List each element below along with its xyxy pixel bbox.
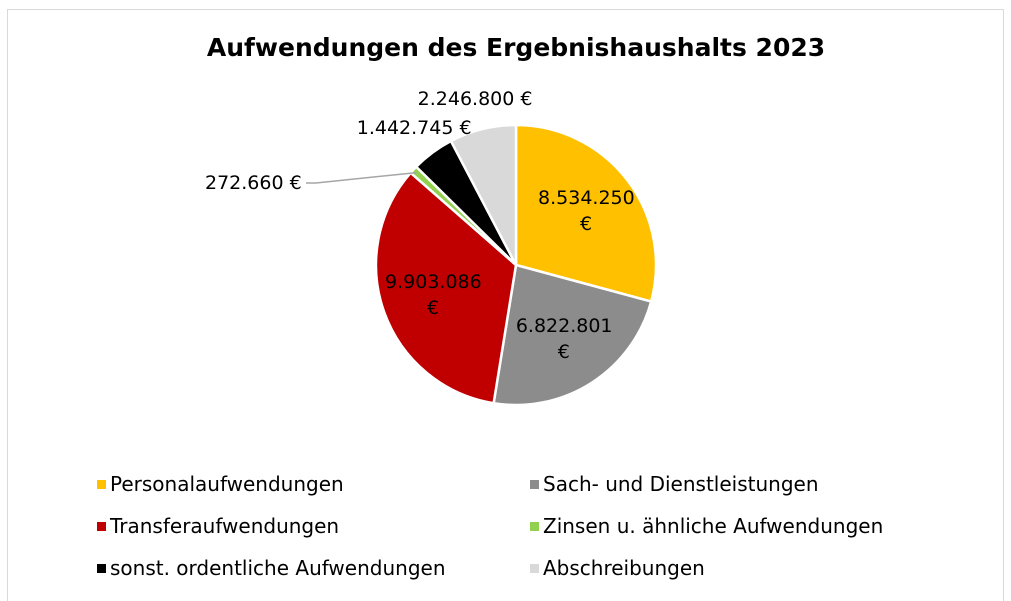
pie-slice <box>374 171 518 405</box>
legend-swatch <box>97 480 106 489</box>
legend-label: Sach- und Dienstleistungen <box>543 472 819 496</box>
chart-title: Aufwendungen des Ergebnishaushalts 2023 <box>207 33 825 62</box>
legend-label: Personalaufwendungen <box>110 472 344 496</box>
legend-swatch <box>530 480 539 489</box>
data-label: 272.660 € <box>205 172 302 194</box>
legend-label: sonst. ordentliche Aufwendungen <box>110 556 446 580</box>
legend-swatch <box>530 522 539 531</box>
legend-label: Transferaufwendungen <box>110 514 340 538</box>
legend-label: Abschreibungen <box>543 556 705 580</box>
legend-swatch <box>530 564 539 573</box>
data-label: 1.442.745 € <box>356 116 472 139</box>
data-label: 9.903.086 € <box>385 270 482 319</box>
data-label: 6.822.801 € <box>515 315 613 364</box>
chart-frame <box>7 9 1004 601</box>
leader-line <box>306 171 417 184</box>
pie-slice <box>514 123 658 304</box>
data-label: 8.534.250 € <box>538 187 635 236</box>
legend-swatch <box>97 522 106 531</box>
pie-slice <box>492 263 653 407</box>
legend-label: Zinsen u. ähnliche Aufwendungen <box>543 514 884 538</box>
data-label: 2.246.800 € <box>417 88 533 111</box>
pie-slice <box>449 123 518 266</box>
legend-swatch <box>97 564 106 573</box>
